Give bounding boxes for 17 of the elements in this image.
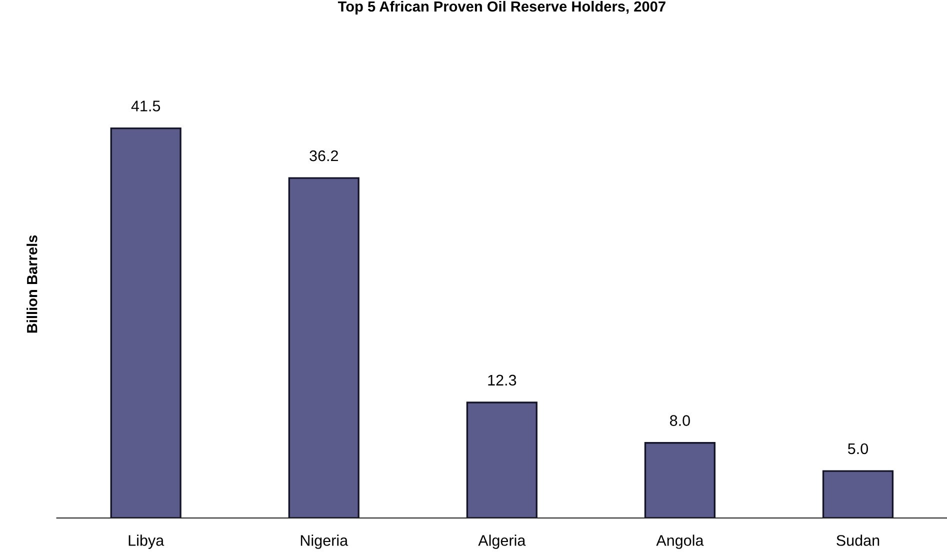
data-label: 5.0 bbox=[848, 443, 868, 454]
x-tick-label: Nigeria bbox=[300, 534, 348, 549]
bar bbox=[644, 442, 716, 518]
data-label: 8.0 bbox=[670, 415, 690, 426]
bar bbox=[288, 177, 360, 518]
x-tick-label: Algeria bbox=[478, 534, 526, 549]
bar bbox=[110, 128, 182, 518]
x-tick-label: Sudan bbox=[836, 534, 880, 546]
y-axis-title: Billion Barrels bbox=[26, 235, 38, 333]
bar bbox=[822, 470, 894, 518]
data-label: 12.3 bbox=[488, 374, 516, 386]
x-tick-label: Libya bbox=[128, 534, 164, 549]
chart-title: Top 5 African Proven Oil Reserve Holders, 2007 bbox=[338, 0, 666, 15]
bar bbox=[466, 402, 538, 518]
data-label: 41.5 bbox=[131, 100, 160, 112]
x-tick-label: Angola bbox=[656, 534, 704, 549]
data-label: 36.2 bbox=[310, 150, 338, 162]
